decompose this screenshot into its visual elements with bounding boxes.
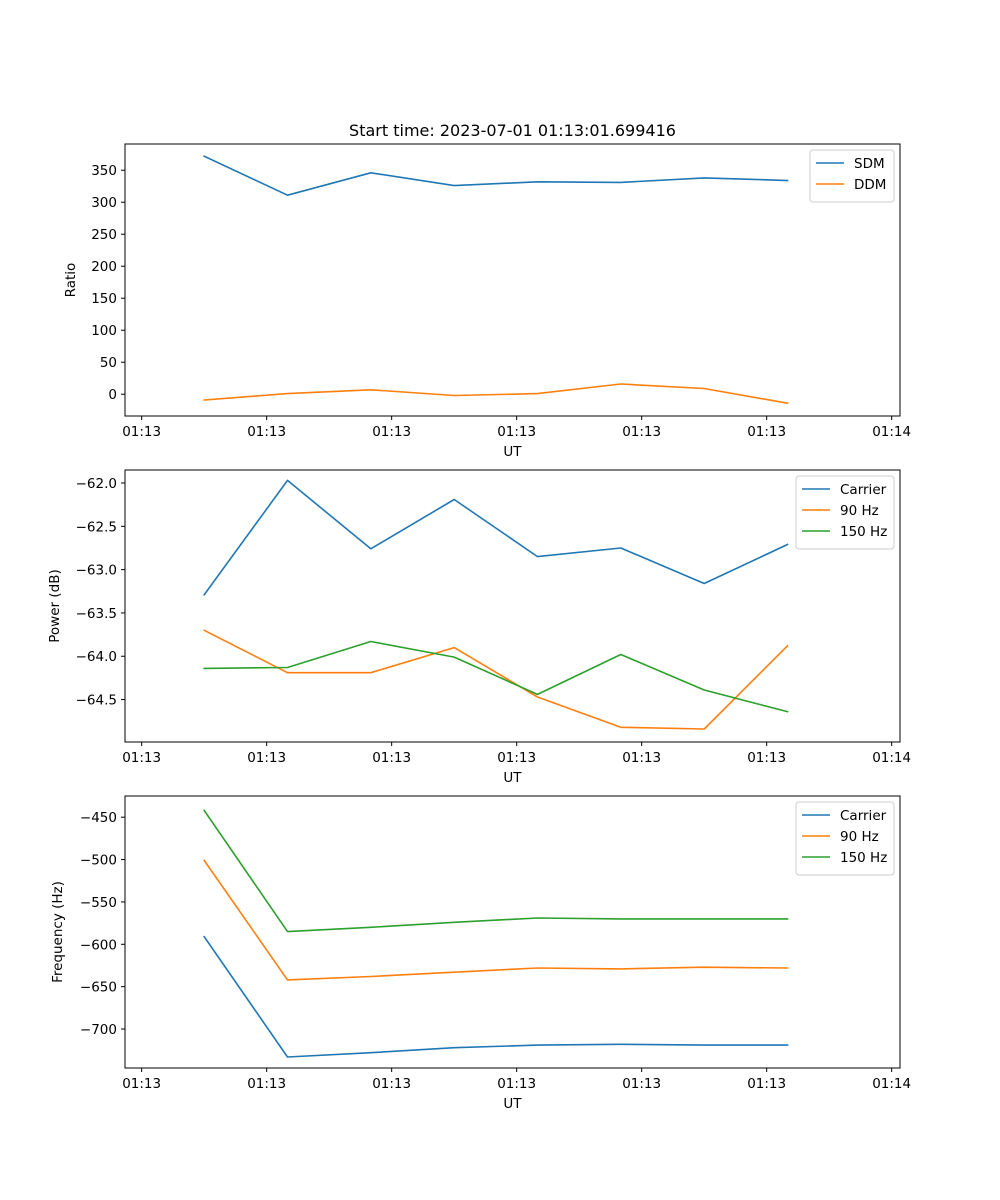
- legend-label: 90 Hz: [840, 503, 879, 519]
- legend-label: Carrier: [840, 808, 887, 824]
- y-tick-label: −700: [80, 1022, 117, 1038]
- y-tick-label: −63.5: [76, 606, 117, 622]
- x-tick-label: 01:13: [747, 1076, 786, 1092]
- legend-label: 90 Hz: [840, 829, 879, 845]
- y-tick-label: 300: [91, 195, 117, 211]
- y-tick-label: −650: [80, 980, 117, 996]
- y-tick-label: −600: [80, 937, 117, 953]
- x-axis-label: UT: [503, 444, 522, 460]
- y-axis-label: Ratio: [63, 263, 79, 298]
- y-tick-label: −62.5: [76, 519, 117, 535]
- legend-label: DDM: [854, 177, 886, 193]
- y-tick-label: 0: [108, 387, 117, 403]
- x-tick-label: 01:13: [372, 424, 411, 440]
- x-tick-label: 01:13: [622, 1076, 661, 1092]
- y-axis-label: Frequency (Hz): [50, 881, 66, 983]
- x-tick-label: 01:13: [622, 750, 661, 766]
- x-tick-label: 01:13: [622, 424, 661, 440]
- y-tick-label: 100: [91, 323, 117, 339]
- y-tick-label: 350: [91, 163, 117, 179]
- legend-label: SDM: [854, 156, 885, 172]
- x-tick-label: 01:13: [247, 750, 286, 766]
- x-tick-label: 01:13: [372, 750, 411, 766]
- figure-title: Start time: 2023-07-01 01:13:01.699416: [349, 121, 676, 140]
- x-tick-label: 01:13: [122, 1076, 161, 1092]
- y-tick-label: −450: [80, 810, 117, 826]
- y-tick-label: −64.5: [76, 693, 117, 709]
- x-tick-label: 01:13: [122, 424, 161, 440]
- y-tick-label: −63.0: [76, 563, 117, 579]
- y-tick-label: −500: [80, 853, 117, 869]
- x-tick-label: 01:13: [122, 750, 161, 766]
- x-axis-label: UT: [503, 770, 522, 786]
- x-tick-label: 01:13: [497, 750, 536, 766]
- legend-label: 150 Hz: [840, 524, 887, 540]
- x-tick-label: 01:13: [747, 750, 786, 766]
- x-tick-label: 01:14: [872, 1076, 911, 1092]
- x-tick-label: 01:13: [497, 424, 536, 440]
- x-tick-label: 01:13: [497, 1076, 536, 1092]
- figure: Start time: 2023-07-01 01:13:01.699416 0…: [0, 0, 1000, 1200]
- x-tick-label: 01:13: [372, 1076, 411, 1092]
- y-tick-label: −550: [80, 895, 117, 911]
- y-tick-label: −64.0: [76, 649, 117, 665]
- x-axis-label: UT: [503, 1096, 522, 1112]
- y-tick-label: 250: [91, 227, 117, 243]
- y-tick-label: 200: [91, 259, 117, 275]
- legend-label: Carrier: [840, 482, 887, 498]
- y-axis-label: Power (dB): [47, 569, 63, 642]
- y-tick-label: 150: [91, 291, 117, 307]
- x-tick-label: 01:14: [872, 750, 911, 766]
- x-tick-label: 01:13: [247, 1076, 286, 1092]
- x-tick-label: 01:13: [247, 424, 286, 440]
- x-tick-label: 01:13: [747, 424, 786, 440]
- y-tick-label: −62.0: [76, 476, 117, 492]
- y-tick-label: 50: [100, 355, 117, 371]
- x-tick-label: 01:14: [872, 424, 911, 440]
- legend-label: 150 Hz: [840, 850, 887, 866]
